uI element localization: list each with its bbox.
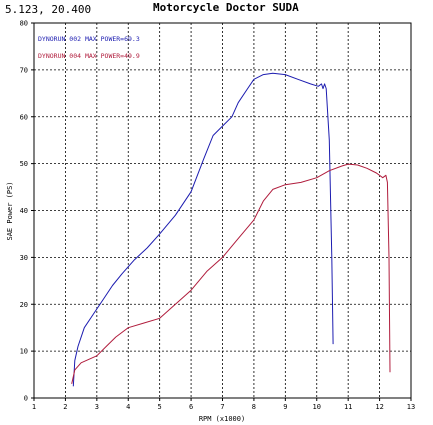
y-tick-label: 20	[20, 301, 28, 309]
y-tick-label: 50	[20, 160, 28, 168]
x-tick-label: 8	[252, 403, 256, 411]
coordinate-readout: 5.123, 20.400	[5, 3, 92, 16]
y-axis-label: SAE Power (PS)	[6, 181, 14, 240]
y-tick-label: 70	[20, 66, 28, 74]
y-tick-label: 60	[20, 113, 28, 121]
x-tick-label: 2	[63, 403, 67, 411]
x-tick-label: 5	[158, 403, 162, 411]
x-tick-label: 9	[283, 403, 287, 411]
x-tick-label: 3	[95, 403, 99, 411]
x-tick-label: 13	[407, 403, 415, 411]
series-line-2	[71, 163, 391, 385]
chart-title: Motorcycle Doctor SUDA	[153, 1, 299, 14]
legend-entry-2: DYNORUN 004 MAX POWER=49.9	[38, 52, 140, 60]
series-lines	[71, 72, 391, 387]
x-tick-label: 11	[344, 403, 352, 411]
series-line-1	[72, 72, 334, 387]
x-tick-label: 1	[32, 403, 36, 411]
y-tick-label: 0	[24, 395, 28, 403]
legend-entry-1: DYNORUN 002 MAX POWER=69.3	[38, 35, 140, 43]
legend: DYNORUN 002 MAX POWER=69.3 DYNORUN 004 MA…	[38, 35, 140, 60]
x-tick-label: 7	[220, 403, 224, 411]
grid	[34, 23, 411, 398]
x-tick-label: 10	[313, 403, 321, 411]
y-tick-label: 30	[20, 254, 28, 262]
y-tick-label: 40	[20, 207, 28, 215]
x-tick-label: 6	[189, 403, 193, 411]
y-tick-label: 80	[20, 20, 28, 28]
x-tick-label: 12	[375, 403, 383, 411]
x-tick-label: 4	[126, 403, 130, 411]
x-axis-label: RPM (x1000)	[199, 415, 245, 423]
y-tick-label: 10	[20, 348, 28, 356]
